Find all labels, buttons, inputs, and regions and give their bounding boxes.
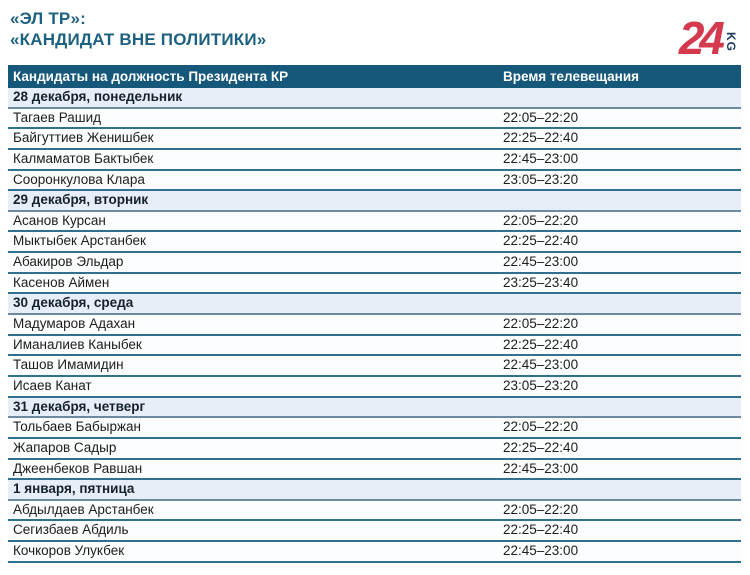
page-title-line1: «ЭЛ ТР»: [10,9,86,28]
candidate-name: Абдылдаев Арстанбек [13,501,154,517]
candidate-name: Тагаев Рашид [13,109,102,125]
candidate-name: Мыктыбек Арстанбек [13,233,146,249]
table-row: Сегизбаев Абдиль 22:25–22:40 [8,521,741,543]
table-row: Джеенбеков Равшан 22:45–23:00 [8,459,741,481]
broadcast-time: 22:45–23:00 [503,460,579,476]
candidate-name: Калмаматов Бактыбек [13,150,154,166]
candidate-name: Джеенбеков Равшан [13,460,143,476]
broadcast-time: 22:05–22:20 [503,109,579,125]
section-date-row: 29 декабря, вторник [8,191,741,212]
schedule-body: 28 декабря, понедельник Тагаев Рашид 22:05… [8,88,741,563]
logo-24-text: 24 [678,12,725,64]
table-row: Касенов Аймен 23:25–23:40 [8,273,741,295]
broadcast-time: 22:05–22:20 [503,316,579,332]
page-title-line2: «КАНДИДАТ ВНЕ ПОЛИТИКИ» [10,30,267,49]
schedule-table: Кандидаты на должность Президента КР Вре… [8,65,741,563]
candidate-name: Исаев Канат [13,377,92,393]
broadcast-time: 22:45–23:00 [503,150,579,166]
broadcast-time: 22:45–23:00 [503,543,579,559]
candidate-name: Асанов Курсан [13,212,106,228]
candidate-name: Жапаров Садыр [13,439,117,455]
table-row: Жапаров Садыр 22:25–22:40 [8,438,741,460]
table-row: Исаев Канат 23:05–23:20 [8,376,741,398]
logo-kg-text: KG [724,32,738,52]
broadcast-time: 22:25–22:40 [503,522,579,538]
broadcast-time: 22:05–22:20 [503,501,579,517]
broadcast-time: 22:45–23:00 [503,254,579,270]
table-row: Сооронкулова Клара 23:05–23:20 [8,170,741,192]
candidate-name: Сооронкулова Клара [13,171,145,187]
broadcast-time: 23:25–23:40 [503,274,579,290]
table-row: Тольбаев Бабыржан 22:05–22:20 [8,418,741,439]
column-header-candidates: Кандидаты на должность Президента КР [13,69,289,84]
broadcast-time: 22:05–22:20 [503,419,579,435]
candidate-name: Тольбаев Бабыржан [13,419,141,435]
section-date-row: 30 декабря, среда [8,294,741,316]
table-row: Мыктыбек Арстанбек 22:25–22:40 [8,232,741,254]
broadcast-time: 23:05–23:20 [503,171,579,187]
section-date-row: 1 января, пятница [8,480,741,501]
brand-logo-24kg: 24 KG [678,12,738,64]
table-row: Байгуттиев Женишбек 22:25–22:40 [8,129,741,150]
table-row: Тагаев Рашид 22:05–22:20 [8,108,741,130]
table-header-row: Кандидаты на должность Президента КР Вре… [8,65,741,88]
broadcast-time: 22:25–22:40 [503,439,579,455]
broadcast-time: 22:05–22:20 [503,212,579,228]
broadcast-time: 22:45–23:00 [503,357,579,373]
table-row: Кочкоров Улукбек 22:45–23:00 [8,542,741,563]
column-header-time: Время телевещания [503,69,639,84]
broadcast-time: 22:25–22:40 [503,130,579,146]
table-row: Асанов Курсан 22:05–22:20 [8,211,741,233]
candidate-name: Байгуттиев Женишбек [13,130,154,146]
candidate-name: Абакиров Эльдар [13,254,124,270]
table-row: Калмаматов Бактыбек 22:45–23:00 [8,149,741,171]
candidate-name: Сегизбаев Абдиль [13,522,129,538]
section-date-row: 31 декабря, четверг [8,397,741,419]
table-row: Абакиров Эльдар 22:45–23:00 [8,253,741,274]
table-row: Абдылдаев Арстанбек 22:05–22:20 [8,500,741,522]
candidate-name: Иманалиев Каныбек [13,336,142,352]
broadcast-time: 22:25–22:40 [503,233,579,249]
candidate-name: Ташов Имамидин [13,357,124,373]
candidate-name: Касенов Аймен [13,274,110,290]
table-row: Ташов Имамидин 22:45–23:00 [8,356,741,377]
page-header: «ЭЛ ТР»: «КАНДИДАТ ВНЕ ПОЛИТИКИ» 24 KG [10,8,740,62]
table-row: Мадумаров Адахан 22:05–22:20 [8,315,741,336]
section-date-row: 28 декабря, понедельник [8,88,741,109]
table-row: Иманалиев Каныбек 22:25–22:40 [8,335,741,357]
candidate-name: Кочкоров Улукбек [13,543,125,559]
candidate-name: Мадумаров Адахан [13,316,136,332]
broadcast-time: 23:05–23:20 [503,377,579,393]
broadcast-time: 22:25–22:40 [503,336,579,352]
